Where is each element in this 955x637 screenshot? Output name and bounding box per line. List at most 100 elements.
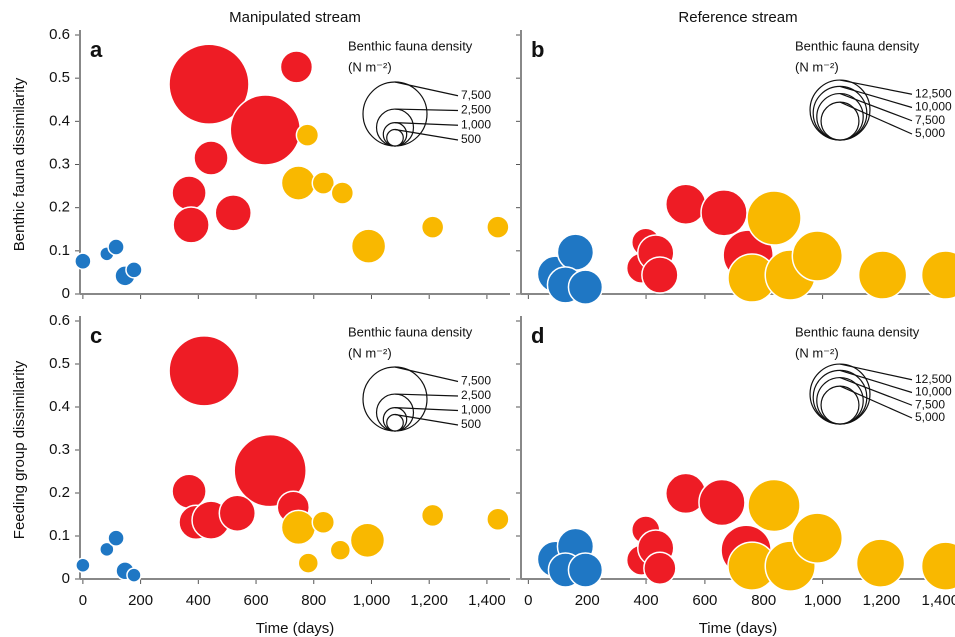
bubble — [107, 238, 125, 256]
x-tick-label: 1,400 — [468, 592, 506, 609]
x-tick-label: 1,200 — [863, 592, 901, 609]
bubble — [74, 252, 92, 270]
size-legend-leader — [839, 377, 913, 406]
panel: c Feeding group dissimilarity Time (days) 0… — [11, 312, 510, 637]
size-legend-title: Benthic fauna density — [348, 38, 473, 53]
size-legend-label: 7,500 — [461, 88, 491, 102]
x-tick-label: 400 — [634, 592, 659, 609]
bubble — [350, 228, 387, 264]
y-tick-label: 0 — [62, 285, 70, 302]
bubble — [126, 567, 142, 583]
bubble — [857, 250, 908, 300]
x-tick-label: 400 — [186, 592, 211, 609]
size-legend-leader — [839, 93, 913, 122]
x-tick-label: 800 — [301, 592, 326, 609]
bubble — [329, 539, 352, 561]
y-tick-label: 0 — [62, 570, 70, 587]
size-legend-leader — [394, 81, 459, 97]
size-legend-leader — [839, 101, 913, 135]
y-axis-label: Benthic fauna dissimilarity — [11, 77, 28, 251]
bubble — [125, 261, 143, 279]
x-tick-label: 1,000 — [804, 592, 842, 609]
x-tick-label: 200 — [575, 592, 600, 609]
x-tick-label: 0 — [524, 592, 532, 609]
x-tick-label: 1,000 — [353, 592, 391, 609]
panel-label: a — [90, 37, 103, 62]
x-tick-label: 600 — [244, 592, 269, 609]
size-legend-unit: (N m⁻²) — [795, 345, 839, 360]
panel: d Time (days) 0 200 400 600 800 1,000 1,200 1,400… — [516, 316, 955, 637]
x-axis-label: Time (days) — [256, 620, 335, 637]
bubble — [311, 510, 336, 535]
bubble — [349, 522, 386, 559]
bubble — [279, 50, 314, 84]
bubble — [75, 557, 91, 574]
y-axis-label: Feeding group dissimilarity — [11, 360, 28, 539]
y-tick-label: 0.6 — [49, 312, 70, 329]
size-legend-label: 2,500 — [461, 388, 491, 402]
size-legend-leader — [394, 407, 459, 412]
column-title: Manipulated stream — [229, 9, 361, 26]
size-legend-label: 5,000 — [915, 410, 945, 424]
size-legend-label: 500 — [461, 417, 481, 431]
bubble — [229, 94, 302, 166]
size-legend-label: 10,000 — [915, 100, 952, 114]
size-legend-leader — [839, 363, 913, 381]
x-tick-label: 600 — [692, 592, 717, 609]
bubble — [920, 250, 955, 300]
bubble — [700, 189, 748, 237]
bubble — [567, 552, 604, 588]
bubble — [99, 541, 115, 558]
bubble — [280, 509, 317, 546]
size-legend-label: 7,500 — [461, 374, 491, 388]
bubble — [698, 478, 746, 527]
size-legend-label: 1,000 — [461, 117, 491, 131]
bubble — [280, 165, 317, 201]
panel-label: d — [531, 323, 544, 348]
bubble — [233, 433, 307, 508]
size-legend-label: 7,500 — [915, 397, 945, 411]
size-legend-leader — [839, 79, 913, 95]
size-legend-title: Benthic fauna density — [795, 38, 920, 53]
size-legend-circle — [386, 128, 404, 147]
bubble — [107, 529, 125, 547]
size-legend-leader — [839, 385, 913, 419]
y-tick-label: 0.3 — [49, 441, 70, 458]
panel: Reference stream b Benthic fauna density (N… — [516, 9, 955, 305]
size-legend-circle — [820, 385, 860, 425]
y-tick-label: 0.4 — [49, 112, 70, 129]
x-tick-label: 1,200 — [410, 592, 448, 609]
y-tick-label: 0.5 — [49, 355, 70, 372]
size-legend-title: Benthic fauna density — [795, 324, 920, 339]
bubble — [214, 194, 252, 232]
bubble — [556, 233, 595, 271]
x-tick-label: 800 — [751, 592, 776, 609]
size-legend-label: 5,000 — [915, 126, 945, 140]
size-legend-label: 10,000 — [915, 385, 952, 399]
bubble — [855, 538, 906, 588]
size-legend-label: 2,500 — [461, 103, 491, 117]
bubble — [168, 335, 240, 407]
y-tick-label: 0.6 — [49, 26, 70, 43]
size-legend-title: Benthic fauna density — [348, 324, 473, 339]
size-legend-leader — [394, 128, 459, 141]
bubble — [791, 230, 844, 282]
size-legend-leader — [839, 369, 913, 394]
bubble — [920, 541, 955, 591]
size-legend-leader — [394, 122, 459, 126]
bubble — [641, 256, 679, 294]
bubble — [567, 269, 604, 305]
size-legend-label: 1,000 — [461, 403, 491, 417]
bubble — [486, 215, 510, 239]
bubble — [486, 507, 510, 532]
bubble — [420, 503, 445, 528]
size-legend-leader — [394, 413, 459, 426]
size-legend-unit: (N m⁻²) — [795, 59, 839, 74]
bubble — [746, 190, 802, 246]
y-tick-label: 0.3 — [49, 155, 70, 172]
y-tick-label: 0.2 — [49, 484, 70, 501]
bubble — [791, 512, 844, 564]
bubble — [168, 43, 250, 125]
size-legend-circle — [386, 413, 404, 432]
